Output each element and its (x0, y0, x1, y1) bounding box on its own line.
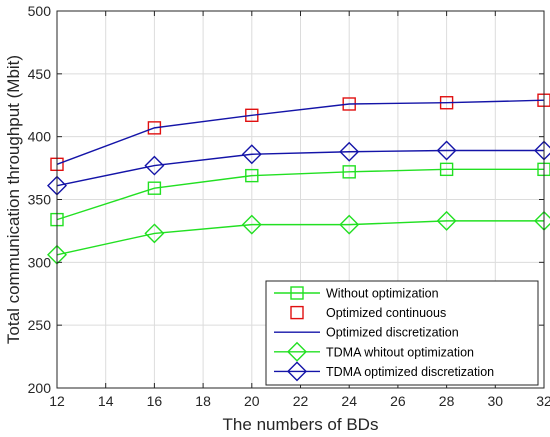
legend-entry: TDMA optimized discretization (274, 361, 494, 382)
legend-marker-swatch (290, 286, 304, 300)
legend-label: Optimized discretization (326, 326, 459, 340)
y-tick-label: 300 (28, 254, 52, 270)
x-tick-label: 30 (488, 393, 504, 409)
series-line (56, 149, 544, 187)
y-tick-label: 350 (28, 192, 52, 208)
data-point-square (147, 121, 162, 135)
data-point-square (342, 165, 356, 179)
x-tick-label: 16 (147, 393, 163, 409)
series-2 (56, 99, 545, 165)
legend-label: Without optimization (326, 287, 439, 301)
legend-label: TDMA optimized discretization (326, 365, 494, 379)
y-tick-label: 250 (28, 317, 52, 333)
y-tick-label: 500 (28, 3, 52, 19)
legend-marker-swatch (290, 305, 304, 320)
legend-entry: TDMA whitout optimization (274, 341, 474, 362)
x-axis-label: The numbers of BDs (223, 415, 379, 434)
data-point-square (147, 181, 162, 195)
x-tick-label: 14 (98, 393, 114, 409)
data-point-diamond (144, 223, 165, 244)
data-point-diamond (436, 210, 457, 231)
series-line (56, 168, 544, 221)
legend-label: Optimized continuous (326, 306, 446, 320)
x-tick-label: 26 (390, 393, 406, 409)
y-axis-label: Total communication throughput (Mbit) (4, 55, 23, 344)
x-tick-label: 18 (195, 393, 211, 409)
y-tick-label: 450 (28, 66, 52, 82)
data-point-diamond (339, 214, 360, 235)
legend-marker-swatch (287, 361, 307, 382)
x-tick-label: 22 (293, 393, 309, 409)
legend-entry: Optimized continuous (290, 305, 446, 320)
legend-marker-swatch (287, 341, 307, 362)
data-point-diamond (241, 214, 262, 235)
x-tick-label: 24 (341, 393, 357, 409)
x-tick-label: 20 (244, 393, 260, 409)
x-tick-label: 28 (439, 393, 455, 409)
data-point-square (439, 162, 454, 177)
y-tick-label: 200 (28, 380, 52, 396)
data-point-diamond (241, 144, 262, 165)
legend-entry: Optimized discretization (274, 326, 459, 340)
legend: Without optimization Optimized continuous… (265, 280, 539, 386)
series-line (56, 220, 544, 256)
legend-entry: Without optimization (274, 286, 439, 301)
data-point-diamond (144, 155, 165, 176)
series-line (56, 99, 545, 165)
legend-box (265, 280, 539, 386)
x-tick-label: 12 (49, 393, 65, 409)
ticks: 12 14 16 18 20 22 24 26 28 30 32 200 250 300 350 400 450… (28, 3, 550, 409)
legend-label: TDMA whitout optimization (326, 345, 474, 359)
x-tick-label: 32 (536, 393, 550, 409)
data-point-diamond (339, 141, 360, 162)
data-point-diamond (436, 140, 457, 161)
data-point-square (245, 168, 259, 183)
y-tick-label: 400 (28, 129, 52, 145)
